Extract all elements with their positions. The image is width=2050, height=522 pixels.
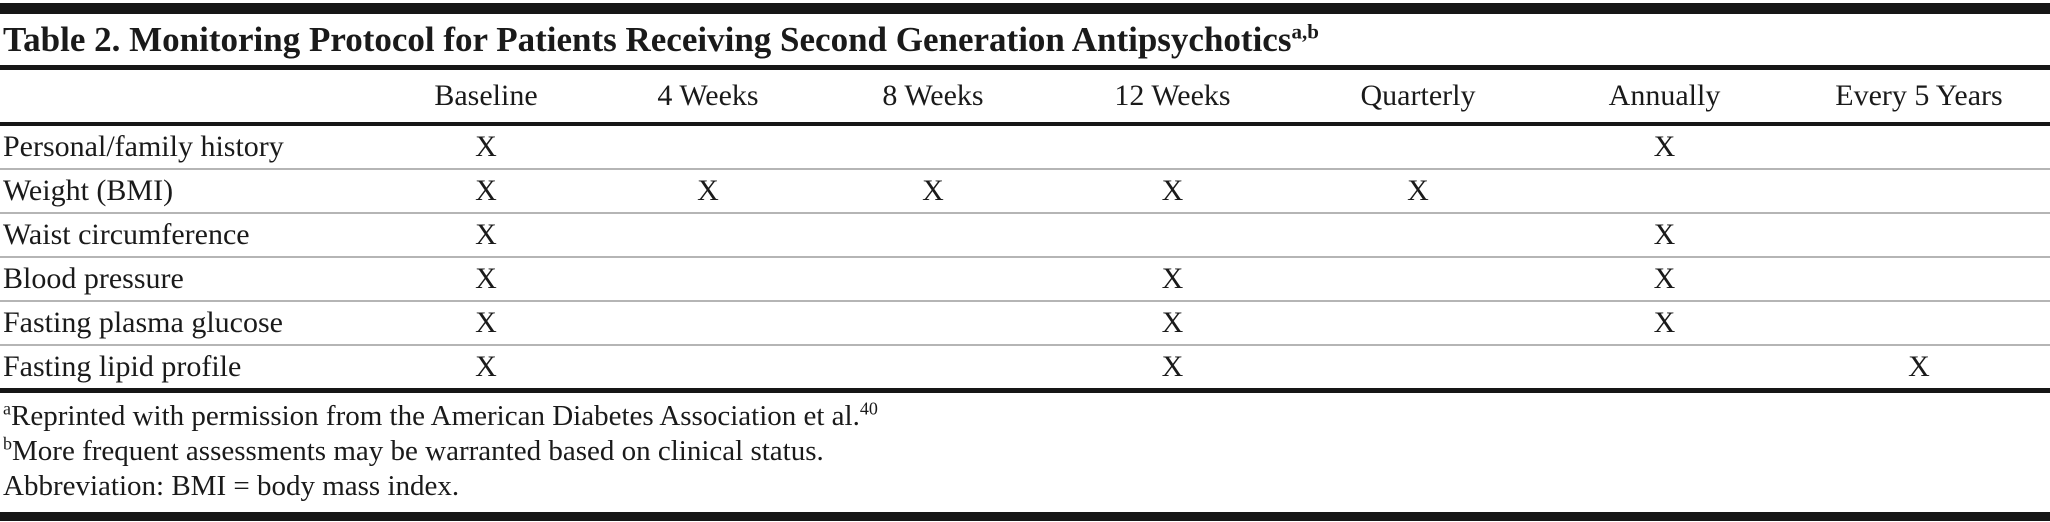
mark-cell — [1541, 345, 1788, 393]
row-label: Blood pressure — [0, 257, 372, 302]
column-header-empty — [0, 70, 372, 126]
mark-cell — [1788, 301, 2050, 346]
mark-cell — [1295, 213, 1541, 258]
mark-cell: X — [372, 213, 600, 258]
footnote-marker: b — [3, 433, 12, 454]
mark-cell — [1295, 257, 1541, 302]
column-header-12-weeks: 12 Weeks — [1050, 70, 1295, 126]
table-row: Waist circumference X X — [0, 213, 2050, 258]
column-header-4-weeks: 4 Weeks — [600, 70, 816, 126]
table-title-superscript: a,b — [1291, 19, 1319, 44]
mark-cell: X — [372, 257, 600, 302]
mark-cell: X — [600, 169, 816, 214]
mark-cell: X — [372, 169, 600, 214]
mark-cell — [600, 124, 816, 170]
mark-cell — [600, 345, 816, 393]
row-label: Waist circumference — [0, 213, 372, 258]
column-header-8-weeks: 8 Weeks — [816, 70, 1050, 126]
mark-cell: X — [1050, 169, 1295, 214]
mark-cell — [816, 257, 1050, 302]
table-row: Fasting lipid profile X X X — [0, 345, 2050, 393]
table-row: Blood pressure X X X — [0, 257, 2050, 302]
table-row: Personal/family history X X — [0, 124, 2050, 170]
mark-cell — [1050, 124, 1295, 170]
mark-cell — [1788, 124, 2050, 170]
footnote-text: Reprinted with permission from the Ameri… — [11, 400, 860, 432]
row-label: Fasting lipid profile — [0, 345, 372, 393]
table-row: Weight (BMI) X X X X X — [0, 169, 2050, 214]
mark-cell — [1788, 213, 2050, 258]
footnote-marker: a — [3, 398, 11, 419]
mark-cell — [600, 301, 816, 346]
footnote-a: aReprinted with permission from the Amer… — [3, 399, 2050, 434]
mark-cell: X — [1050, 345, 1295, 393]
mark-cell: X — [1541, 301, 1788, 346]
column-header-every-5-years: Every 5 Years — [1788, 70, 2050, 126]
mark-cell — [816, 213, 1050, 258]
mark-cell — [1050, 213, 1295, 258]
footnote-text: Abbreviation: BMI = body mass index. — [3, 470, 460, 502]
column-header-annually: Annually — [1541, 70, 1788, 126]
mark-cell — [1788, 169, 2050, 214]
mark-cell: X — [372, 124, 600, 170]
mark-cell: X — [1050, 257, 1295, 302]
mark-cell — [816, 124, 1050, 170]
mark-cell — [1295, 301, 1541, 346]
mark-cell: X — [1788, 345, 2050, 393]
table-title-row: Table 2. Monitoring Protocol for Patient… — [0, 14, 2050, 70]
mark-cell: X — [1541, 124, 1788, 170]
table-row: Fasting plasma glucose X X X — [0, 301, 2050, 346]
mark-cell: X — [1295, 169, 1541, 214]
row-label: Personal/family history — [0, 124, 372, 170]
row-label: Fasting plasma glucose — [0, 301, 372, 346]
mark-cell — [600, 257, 816, 302]
mark-cell: X — [1541, 257, 1788, 302]
footnote-abbreviation: Abbreviation: BMI = body mass index. — [3, 469, 2050, 504]
mark-cell — [816, 301, 1050, 346]
mark-cell — [816, 345, 1050, 393]
mark-cell: X — [816, 169, 1050, 214]
footnote-text: More frequent assessments may be warrant… — [12, 435, 824, 467]
top-rule — [0, 3, 2050, 14]
mark-cell: X — [1050, 301, 1295, 346]
row-label: Weight (BMI) — [0, 169, 372, 214]
header-row: Baseline 4 Weeks 8 Weeks 12 Weeks Quarte… — [0, 70, 2050, 126]
mark-cell — [1541, 169, 1788, 214]
mark-cell — [1788, 257, 2050, 302]
column-header-baseline: Baseline — [372, 70, 600, 126]
mark-cell: X — [1541, 213, 1788, 258]
mark-cell — [1295, 345, 1541, 393]
footnotes: aReprinted with permission from the Amer… — [0, 393, 2050, 510]
monitoring-protocol-table: Baseline 4 Weeks 8 Weeks 12 Weeks Quarte… — [0, 70, 2050, 393]
footnote-b: bMore frequent assessments may be warran… — [3, 434, 2050, 469]
mark-cell: X — [372, 301, 600, 346]
column-header-quarterly: Quarterly — [1295, 70, 1541, 126]
table-title: Table 2. Monitoring Protocol for Patient… — [3, 20, 1292, 59]
mark-cell — [1295, 124, 1541, 170]
footnote-reference: 40 — [859, 398, 878, 419]
mark-cell: X — [372, 345, 600, 393]
mark-cell — [600, 213, 816, 258]
bottom-rule — [0, 512, 2050, 521]
